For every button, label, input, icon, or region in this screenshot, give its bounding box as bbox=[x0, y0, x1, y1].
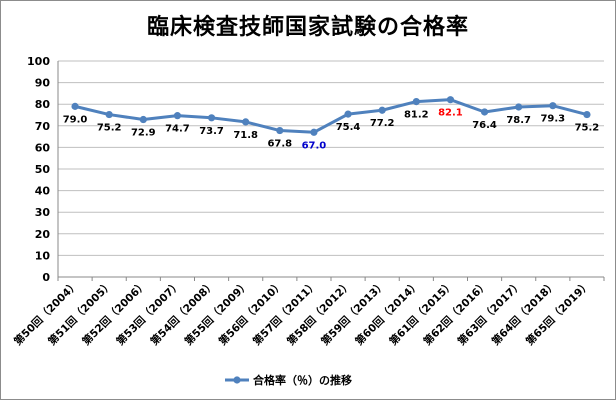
x-tick-label: 第63回（2017） bbox=[455, 278, 525, 348]
x-tick-label: 第64回（2018） bbox=[489, 278, 559, 348]
data-point bbox=[71, 102, 79, 110]
data-point bbox=[276, 126, 284, 135]
data-label: 67.8 bbox=[267, 139, 292, 150]
data-point bbox=[207, 114, 216, 122]
x-tick-label: 第58回（2012） bbox=[284, 278, 354, 348]
x-tick-label: 第56回（2010） bbox=[216, 278, 286, 348]
x-tick-label: 第54回（2008） bbox=[148, 278, 218, 348]
data-label: 79.3 bbox=[540, 114, 565, 125]
y-tick-label: 40 bbox=[35, 185, 51, 198]
data-point bbox=[583, 110, 591, 119]
x-tick-label: 第51回（2005） bbox=[45, 278, 115, 348]
x-tick-label: 第62回（2016） bbox=[421, 278, 491, 348]
legend-label: 合格率（％）の推移 bbox=[253, 373, 352, 387]
data-point bbox=[446, 96, 455, 104]
y-tick-label: 30 bbox=[35, 206, 51, 219]
data-label: 73.7 bbox=[199, 126, 224, 137]
data-point bbox=[105, 110, 113, 119]
y-tick-label: 100 bbox=[27, 55, 50, 68]
y-tick-label: 70 bbox=[35, 120, 51, 133]
series-line bbox=[74, 98, 588, 134]
data-point bbox=[378, 106, 386, 114]
data-label: 78.7 bbox=[506, 115, 531, 126]
data-label: 82.1 bbox=[438, 108, 463, 119]
data-label: 75.4 bbox=[336, 122, 361, 133]
x-tick-label: 第61回（2015） bbox=[387, 278, 457, 348]
x-tick-label: 第59回（2013） bbox=[318, 278, 388, 348]
data-point bbox=[549, 102, 557, 110]
data-label: 67.0 bbox=[302, 140, 327, 151]
data-label: 76.4 bbox=[472, 120, 497, 131]
data-label: 79.0 bbox=[63, 114, 88, 125]
data-label: 75.2 bbox=[575, 123, 600, 134]
legend-marker bbox=[233, 376, 241, 384]
y-tick-label: 80 bbox=[35, 98, 51, 111]
x-tick-label: 第52回（2006） bbox=[80, 278, 150, 348]
data-label: 81.2 bbox=[404, 110, 429, 121]
y-tick-label: 10 bbox=[35, 249, 51, 262]
chart-title: 臨床検査技師国家試験の合格率 bbox=[146, 15, 469, 40]
x-tick-label: 第55回（2009） bbox=[182, 278, 252, 348]
y-tick-label: 60 bbox=[35, 141, 51, 154]
data-point bbox=[242, 118, 250, 126]
data-label: 71.8 bbox=[233, 130, 258, 141]
data-label: 74.7 bbox=[165, 124, 190, 135]
data-point bbox=[412, 98, 420, 106]
data-point bbox=[310, 128, 318, 136]
data-point bbox=[515, 103, 523, 111]
y-tick-label: 20 bbox=[35, 228, 51, 241]
data-point bbox=[139, 115, 147, 124]
x-tick-label: 第53回（2007） bbox=[114, 278, 184, 348]
x-tick-label: 第65回（2019） bbox=[523, 278, 593, 348]
data-label: 77.2 bbox=[370, 118, 395, 129]
y-tick-label: 90 bbox=[35, 77, 51, 90]
x-tick-label: 第50回（2004） bbox=[11, 278, 81, 348]
x-tick-label: 第60回（2014） bbox=[353, 278, 423, 348]
data-point bbox=[480, 108, 489, 116]
data-label: 72.9 bbox=[131, 128, 156, 139]
y-tick-label: 50 bbox=[35, 163, 51, 176]
data-point bbox=[173, 112, 182, 120]
x-tick-label: 第57回（2011） bbox=[250, 278, 320, 348]
y-tick-label: 0 bbox=[42, 271, 50, 284]
data-label: 75.2 bbox=[97, 123, 122, 134]
data-point bbox=[344, 110, 352, 118]
